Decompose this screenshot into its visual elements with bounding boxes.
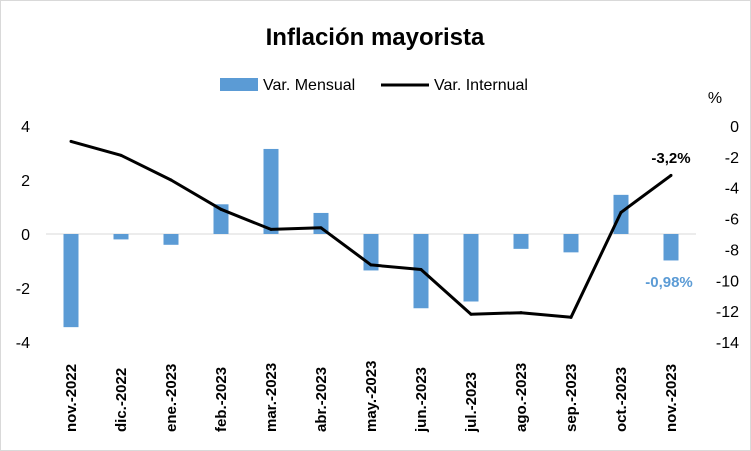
- left-tick-label: 2: [21, 173, 30, 190]
- line-point: [569, 315, 573, 319]
- line-point: [169, 178, 173, 182]
- left-tick-label: 4: [21, 119, 30, 136]
- bar: [513, 234, 529, 249]
- left-tick-label: -4: [16, 335, 30, 352]
- line-point: [219, 207, 223, 211]
- right-tick-label: -10: [716, 273, 739, 290]
- line-series-var-internual: [69, 139, 673, 319]
- legend-swatch-var-mensual: [220, 78, 258, 91]
- x-tick-label: may.-2023: [363, 361, 380, 432]
- x-tick-label: abr.-2023: [313, 367, 330, 432]
- bar: [263, 148, 279, 234]
- right-axis: -14 -12 -10 -8 -6 -4 -2 0: [716, 119, 739, 352]
- line-point: [319, 226, 323, 230]
- annotation-bar-last: -0,98%: [645, 274, 693, 291]
- left-axis: -4 -2 0 2 4: [16, 119, 30, 352]
- x-tick-label: dic.-2022: [113, 368, 130, 432]
- legend-label-var-internual: Var. Internual: [434, 77, 528, 94]
- x-tick-label: ene.-2023: [163, 364, 180, 432]
- bar: [163, 234, 179, 245]
- line-point: [69, 139, 73, 143]
- left-tick-label: -2: [16, 281, 30, 298]
- x-tick-label: nov.-2022: [63, 364, 80, 432]
- line-point: [119, 153, 123, 157]
- right-axis-unit-label: %: [708, 90, 722, 107]
- line-point: [519, 311, 523, 315]
- line-point: [369, 263, 373, 267]
- line-point: [619, 210, 623, 214]
- x-tick-label: ago.-2023: [513, 363, 530, 432]
- left-tick-label: 0: [21, 227, 30, 244]
- legend: Var. Mensual Var. Internual: [220, 77, 528, 94]
- right-tick-label: -12: [716, 304, 739, 321]
- line-point: [269, 227, 273, 231]
- right-tick-label: -6: [725, 212, 739, 229]
- right-tick-label: -14: [716, 335, 739, 352]
- legend-label-var-mensual: Var. Mensual: [263, 77, 355, 94]
- x-axis: nov.-2022 dic.-2022 ene.-2023 feb.-2023 mar.…: [63, 361, 680, 433]
- right-tick-label: -2: [725, 150, 739, 167]
- right-tick-label: -4: [725, 181, 739, 198]
- chart-title: Inflación mayorista: [266, 24, 485, 51]
- bar: [463, 234, 479, 302]
- x-tick-label: mar.-2023: [263, 363, 280, 432]
- bar: [663, 234, 679, 261]
- right-tick-label: -8: [725, 242, 739, 259]
- line-point: [469, 312, 473, 316]
- line-point: [419, 267, 423, 271]
- x-tick-label: jul.-2023: [463, 372, 480, 433]
- line-point: [669, 173, 673, 177]
- x-tick-label: jun.-2023: [413, 367, 430, 433]
- bar-series-var-mensual: [63, 148, 679, 328]
- right-tick-label: 0: [730, 119, 739, 136]
- x-tick-label: sep.-2023: [563, 364, 580, 432]
- series-line: [70, 139, 672, 319]
- bar: [63, 234, 79, 328]
- bar: [113, 234, 129, 240]
- x-tick-label: feb.-2023: [213, 367, 230, 432]
- annotation-line-last: -3,2%: [651, 150, 690, 167]
- x-tick-label: nov.-2023: [663, 364, 680, 432]
- bar: [563, 234, 579, 253]
- x-tick-label: oct.-2023: [613, 367, 630, 432]
